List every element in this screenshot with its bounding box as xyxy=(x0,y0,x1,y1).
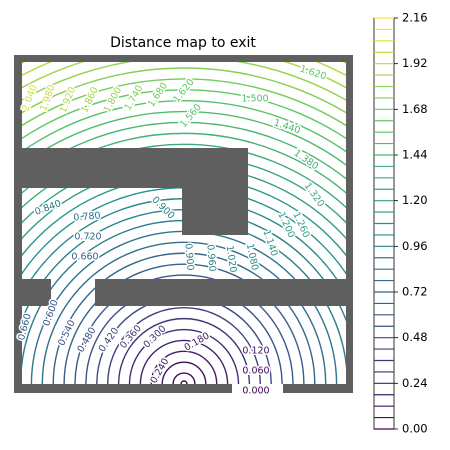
contour-line xyxy=(22,100,346,153)
colorbar-tick-label: 1.92 xyxy=(402,56,428,70)
contour-line xyxy=(22,110,346,166)
wall xyxy=(95,279,353,306)
contour-label: 0.660 xyxy=(71,252,98,263)
colorbar-tick-label: 0.96 xyxy=(402,239,428,253)
contour-line xyxy=(172,372,196,384)
colorbar-tick-label: 0.48 xyxy=(402,330,428,344)
wall xyxy=(14,384,232,393)
contour-label: 0.060 xyxy=(242,366,269,377)
contour-label: 0.720 xyxy=(74,232,101,243)
contour-line xyxy=(41,241,327,384)
wall xyxy=(182,148,248,235)
wall xyxy=(14,279,51,306)
contour-label: 0.780 xyxy=(73,210,101,223)
wall xyxy=(14,55,22,393)
contour-line xyxy=(63,263,305,384)
contour-line xyxy=(117,317,251,384)
wall xyxy=(346,55,353,393)
contour-label: 0.000 xyxy=(242,386,269,397)
contour-line xyxy=(52,252,316,384)
contour-line xyxy=(22,132,346,194)
colorbar-tick-label: 1.44 xyxy=(402,148,428,162)
colorbar-tick-label: 0.72 xyxy=(402,285,428,299)
contour-line xyxy=(128,328,240,384)
contour-label: 0.960 xyxy=(204,244,217,272)
contour-line xyxy=(22,143,346,209)
contour-line xyxy=(180,380,188,384)
contour-line xyxy=(22,78,346,127)
colorbar-tick-label: 0.24 xyxy=(402,376,428,390)
colorbar-tick-label: 1.20 xyxy=(402,193,428,207)
colorbar-tick-label: 1.68 xyxy=(402,102,428,116)
walls xyxy=(14,55,353,393)
contour-label: 0.120 xyxy=(242,346,269,357)
contour-line xyxy=(161,361,207,384)
colorbar-tick-label: 2.16 xyxy=(402,11,428,25)
colorbar-tick-label: 0.00 xyxy=(402,422,428,436)
contour-label: 1.020 xyxy=(224,245,239,273)
contour-label: 1.500 xyxy=(241,94,268,105)
contour-line xyxy=(74,274,294,384)
chart-title: Distance map to exit xyxy=(110,35,256,51)
wall xyxy=(14,55,353,62)
contour-line xyxy=(22,89,346,140)
colorbar: 0.00 0.24 0.48 0.72 0.96 1.20 1.44 1.68 1.92 2.16 xyxy=(373,11,428,436)
contour-label: 0.900 xyxy=(182,243,195,271)
contour-line xyxy=(22,67,346,114)
contour-line xyxy=(22,121,346,180)
wall xyxy=(283,384,353,393)
